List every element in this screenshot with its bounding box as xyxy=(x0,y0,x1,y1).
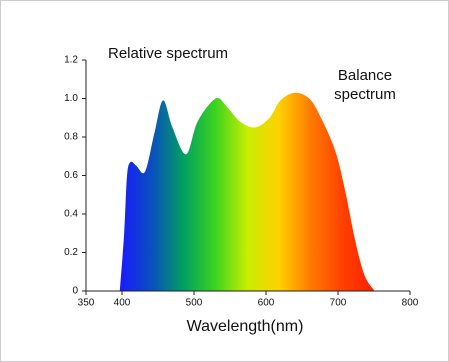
y-tick-label: 1.2 xyxy=(64,55,78,66)
y-tick-label: 0.8 xyxy=(64,132,78,143)
y-tick-label: 0.2 xyxy=(64,247,78,258)
annotation: Balance xyxy=(338,67,392,84)
y-tick-label: 1.0 xyxy=(64,93,78,104)
y-tick-label: 0.6 xyxy=(64,170,78,181)
spectrum-area xyxy=(119,92,375,292)
chart-title: Relative spectrum xyxy=(108,45,228,62)
annotation: spectrum xyxy=(334,86,396,103)
x-tick-label: 600 xyxy=(258,298,275,309)
x-axis-label: Wavelength(nm) xyxy=(187,318,304,335)
x-tick-label: 800 xyxy=(402,298,419,309)
y-tick-label: 0 xyxy=(72,286,78,297)
x-tick-label: 500 xyxy=(186,298,203,309)
x-tick-label: 700 xyxy=(330,298,347,309)
y-tick-label: 0.4 xyxy=(64,209,78,220)
x-tick-label: 400 xyxy=(114,298,131,309)
x-tick-label: 350 xyxy=(78,298,95,309)
